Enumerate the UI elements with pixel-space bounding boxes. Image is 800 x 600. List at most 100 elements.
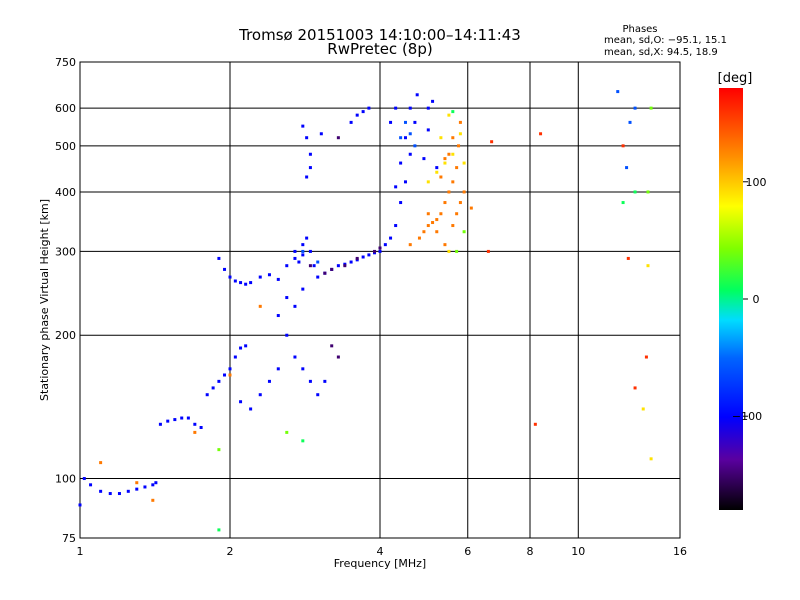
colorbar: [719, 88, 743, 510]
data-point: [349, 120, 353, 124]
data-point: [276, 314, 280, 318]
data-point: [233, 355, 237, 359]
data-point: [533, 422, 537, 426]
data-point: [413, 144, 417, 148]
data-point: [361, 110, 365, 114]
data-point: [443, 157, 447, 161]
y-tick-label: 300: [55, 245, 76, 258]
data-point: [403, 120, 407, 124]
data-point: [217, 448, 221, 452]
data-point: [78, 503, 82, 507]
y-axis-label: Stationary phase Virtual Height [km]: [38, 199, 51, 401]
data-point: [267, 273, 271, 277]
data-point: [408, 132, 412, 136]
data-point: [316, 275, 320, 279]
data-point: [646, 264, 650, 268]
stats-line-o: mean, sd,O: −95.1, 15.1: [604, 35, 727, 46]
data-point: [244, 282, 248, 286]
data-point: [626, 256, 630, 260]
data-point: [383, 243, 387, 247]
data-point: [343, 264, 347, 268]
y-tick-label: 500: [55, 140, 76, 153]
data-point: [258, 304, 262, 308]
data-point: [462, 190, 466, 194]
data-point: [258, 393, 262, 397]
y-tick-label: 400: [55, 186, 76, 199]
colorbar-tick-label: 100: [746, 176, 767, 189]
data-point: [312, 264, 316, 268]
data-point: [435, 170, 439, 174]
data-point: [443, 243, 447, 247]
x-tick-label: 4: [377, 545, 384, 558]
y-axis-ticks: 75 100 200 300 400 500 600 750: [55, 56, 76, 545]
data-point: [462, 230, 466, 234]
data-point: [628, 120, 632, 124]
data-point: [361, 255, 365, 259]
data-point: [403, 180, 407, 184]
data-point: [349, 260, 353, 264]
data-point: [308, 152, 312, 156]
data-point: [621, 144, 625, 148]
data-point: [301, 253, 305, 257]
data-point: [403, 136, 407, 140]
data-point: [301, 287, 305, 291]
data-point: [451, 152, 455, 156]
data-point: [389, 120, 393, 124]
data-point: [108, 492, 112, 496]
stats-line-x: mean, sd,X: 94.5, 18.9: [604, 47, 718, 58]
data-point: [394, 185, 398, 189]
data-point: [431, 99, 435, 103]
x-tick-label: 6: [464, 545, 471, 558]
data-point: [451, 180, 455, 184]
data-point: [233, 279, 237, 283]
data-point: [408, 152, 412, 156]
data-point: [117, 492, 121, 496]
data-point: [336, 136, 340, 140]
data-point: [455, 166, 459, 170]
data-point: [451, 136, 455, 140]
data-point: [415, 93, 419, 97]
data-point: [305, 175, 309, 179]
data-point: [249, 407, 253, 411]
data-point: [180, 416, 184, 420]
data-point: [426, 212, 430, 216]
data-point: [644, 355, 648, 359]
data-point: [633, 386, 637, 390]
data-point: [367, 253, 371, 257]
data-point: [443, 201, 447, 205]
y-tick-label: 100: [55, 473, 76, 486]
colorbar-tick-label: 0: [753, 293, 760, 306]
data-point: [336, 355, 340, 359]
data-point: [276, 277, 280, 281]
data-point: [244, 344, 248, 348]
data-point: [633, 106, 637, 110]
data-point: [228, 275, 232, 279]
data-point: [99, 489, 103, 493]
data-point: [399, 161, 403, 165]
data-point: [217, 528, 221, 532]
data-point: [625, 166, 629, 170]
data-point: [89, 483, 93, 487]
data-point: [135, 481, 139, 485]
data-point: [193, 422, 197, 426]
data-point: [223, 373, 227, 377]
data-point: [447, 249, 451, 253]
data-point: [355, 113, 359, 117]
data-point: [151, 483, 155, 487]
data-point: [301, 249, 305, 253]
data-point: [426, 180, 430, 184]
data-point: [293, 249, 297, 253]
y-tick-label: 200: [55, 329, 76, 342]
data-point: [439, 136, 443, 140]
data-point: [469, 206, 473, 210]
data-point: [486, 249, 490, 253]
data-point: [373, 249, 377, 253]
data-point: [285, 333, 289, 337]
data-point: [228, 367, 232, 371]
data-point: [649, 106, 653, 110]
data-point: [330, 344, 334, 348]
data-point: [490, 140, 494, 144]
data-point: [435, 218, 439, 222]
data-point: [173, 418, 177, 422]
data-point: [389, 236, 393, 240]
